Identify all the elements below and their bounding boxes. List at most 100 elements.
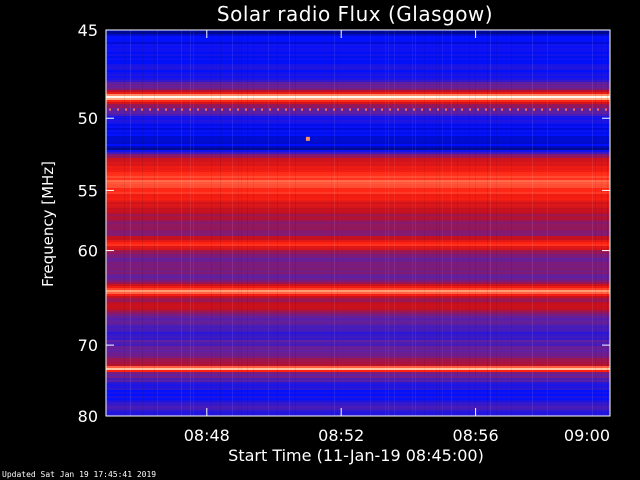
heatmap-row — [106, 332, 610, 335]
heatmap-streak — [547, 30, 548, 416]
heatmap-row — [106, 68, 610, 71]
heatmap-speckle — [261, 108, 263, 111]
x-tick-label: 09:00 — [564, 426, 610, 445]
heatmap-streak — [607, 30, 608, 416]
heatmap-row — [106, 74, 610, 77]
heatmap-row — [106, 232, 610, 235]
heatmap-row — [106, 186, 610, 189]
heatmap-row — [106, 62, 610, 65]
heatmap-speckle — [413, 108, 415, 111]
heatmap-row — [106, 138, 610, 141]
heatmap-row — [106, 86, 610, 89]
heatmap-streak — [211, 30, 212, 416]
heatmap-row — [106, 84, 610, 87]
heatmap-row — [106, 282, 610, 285]
heatmap-row — [106, 380, 610, 383]
heatmap-row — [106, 294, 610, 297]
heatmap-streak — [601, 30, 602, 416]
heatmap-streak — [130, 30, 131, 416]
heatmap-row — [106, 88, 610, 91]
heatmap-row — [106, 326, 610, 329]
heatmap-speckle — [229, 108, 231, 111]
heatmap-row — [106, 242, 610, 245]
heatmap-speckle — [525, 108, 527, 111]
heatmap-speckle — [517, 108, 519, 111]
heatmap-streak — [241, 30, 242, 416]
heatmap-row — [106, 318, 610, 321]
heatmap-row — [106, 412, 610, 415]
x-axis-label: Start Time (11-Jan-19 08:45:00) — [228, 446, 484, 465]
heatmap-row — [106, 80, 610, 83]
heatmap-row — [106, 360, 610, 363]
heatmap-streak — [415, 30, 416, 416]
heatmap-speckle — [589, 108, 591, 111]
heatmap-row — [106, 176, 610, 179]
heatmap-speckle — [197, 108, 199, 111]
heatmap-row — [106, 78, 610, 81]
heatmap-row — [106, 290, 610, 293]
heatmap-speckle — [245, 108, 247, 111]
heatmap-row — [106, 90, 610, 93]
heatmap-speckle — [117, 108, 119, 111]
heatmap-speckle — [429, 108, 431, 111]
heatmap-speckle — [469, 108, 471, 111]
heatmap-row — [106, 258, 610, 261]
heatmap-row — [106, 76, 610, 79]
heatmap-speckle — [141, 108, 143, 111]
heatmap-speckle — [365, 108, 367, 111]
heatmap-row — [106, 316, 610, 319]
y-tick-label: 55 — [78, 181, 98, 200]
heatmap-row — [106, 116, 610, 119]
heatmap-row — [106, 60, 610, 63]
heatmap-streak — [247, 30, 248, 416]
heatmap-row — [106, 358, 610, 361]
heatmap-row — [106, 64, 610, 67]
heatmap-row — [106, 220, 610, 223]
heatmap-row — [106, 388, 610, 391]
heatmap-speckle — [477, 108, 479, 111]
heatmap-streak — [295, 30, 296, 416]
heatmap-speckle — [453, 108, 455, 111]
y-tick-label: 45 — [78, 21, 98, 40]
heatmap-row — [106, 352, 610, 355]
heatmap-row — [106, 328, 610, 331]
heatmap-streak — [511, 30, 512, 416]
heatmap-row — [106, 38, 610, 41]
heatmap-speckle — [581, 108, 583, 111]
heatmap-row — [106, 286, 610, 289]
heatmap-row — [106, 250, 610, 253]
heatmap-row — [106, 152, 610, 155]
chart-title: Solar radio Flux (Glasgow) — [216, 2, 494, 26]
heatmap-row — [106, 124, 610, 127]
heatmap-row — [106, 266, 610, 269]
heatmap-speckle — [237, 108, 239, 111]
heatmap-speckle — [509, 108, 511, 111]
heatmap-row — [106, 292, 610, 295]
spectrogram-heatmap — [106, 30, 610, 417]
heatmap-speckle — [389, 108, 391, 111]
heatmap-hotspot — [305, 136, 310, 141]
heatmap-speckle — [541, 108, 543, 111]
heatmap-row — [106, 32, 610, 35]
heatmap-row — [106, 350, 610, 353]
heatmap-row — [106, 304, 610, 307]
heatmap-row — [106, 136, 610, 139]
heatmap-speckle — [293, 108, 295, 111]
heatmap-row — [106, 268, 610, 271]
heatmap-row — [106, 160, 610, 163]
heatmap-row — [106, 36, 610, 39]
heatmap-streak — [124, 30, 125, 416]
heatmap-speckle — [549, 108, 551, 111]
heatmap-speckle — [461, 108, 463, 111]
heatmap-streak — [157, 30, 158, 416]
heatmap-row — [106, 218, 610, 221]
heatmap-row — [106, 132, 610, 135]
heatmap-row — [106, 66, 610, 69]
heatmap-row — [106, 202, 610, 205]
heatmap-row — [106, 92, 610, 95]
heatmap-row — [106, 70, 610, 73]
heatmap-row — [106, 322, 610, 325]
heatmap-row — [106, 94, 610, 97]
heatmap-speckle — [325, 108, 327, 111]
